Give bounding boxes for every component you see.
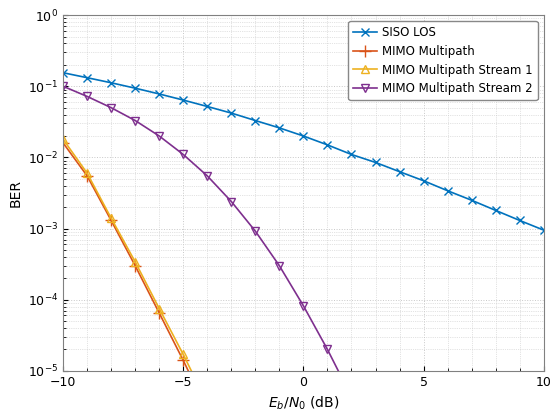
MIMO Multipath (204, 408, 211, 413)
MIMO Multipath Stream 2 (204, 173, 211, 178)
MIMO Multipath (156, 310, 162, 315)
SISO LOS (156, 92, 162, 97)
MIMO Multipath Stream 2 (108, 105, 114, 110)
MIMO Multipath Stream 2 (156, 134, 162, 139)
MIMO Multipath Stream 1 (132, 260, 138, 265)
SISO LOS (540, 228, 547, 233)
MIMO Multipath Stream 2 (84, 94, 91, 99)
MIMO Multipath (180, 358, 186, 363)
MIMO Multipath (60, 140, 67, 145)
MIMO Multipath Stream 1 (60, 137, 67, 142)
MIMO Multipath Stream 2 (180, 152, 186, 157)
MIMO Multipath Stream 2 (60, 84, 67, 89)
SISO LOS (300, 134, 307, 139)
Line: MIMO Multipath Stream 2: MIMO Multipath Stream 2 (59, 82, 500, 420)
Y-axis label: BER: BER (8, 179, 22, 207)
MIMO Multipath Stream 1 (156, 306, 162, 311)
MIMO Multipath (84, 173, 91, 178)
MIMO Multipath Stream 2 (228, 199, 235, 204)
MIMO Multipath Stream 2 (348, 394, 355, 399)
MIMO Multipath Stream 1 (180, 352, 186, 357)
SISO LOS (108, 80, 114, 85)
SISO LOS (60, 70, 67, 75)
MIMO Multipath Stream 2 (132, 118, 138, 123)
SISO LOS (420, 178, 427, 183)
MIMO Multipath (132, 263, 138, 268)
X-axis label: $E_b/N_0$ (dB): $E_b/N_0$ (dB) (268, 394, 339, 412)
Line: MIMO Multipath Stream 1: MIMO Multipath Stream 1 (59, 135, 236, 420)
SISO LOS (84, 75, 91, 80)
SISO LOS (132, 86, 138, 91)
MIMO Multipath Stream 1 (84, 171, 91, 176)
SISO LOS (204, 104, 211, 109)
SISO LOS (444, 188, 451, 193)
MIMO Multipath Stream 1 (108, 215, 114, 220)
MIMO Multipath Stream 2 (276, 263, 283, 268)
SISO LOS (468, 198, 475, 203)
SISO LOS (372, 160, 379, 165)
SISO LOS (492, 208, 499, 213)
SISO LOS (252, 118, 259, 123)
Line: SISO LOS: SISO LOS (59, 68, 548, 234)
SISO LOS (276, 126, 283, 131)
SISO LOS (396, 169, 403, 174)
Line: MIMO Multipath: MIMO Multipath (58, 137, 237, 420)
SISO LOS (348, 152, 355, 157)
MIMO Multipath Stream 2 (324, 347, 331, 352)
MIMO Multipath Stream 2 (300, 303, 307, 308)
SISO LOS (180, 97, 186, 102)
Legend: SISO LOS, MIMO Multipath, MIMO Multipath Stream 1, MIMO Multipath Stream 2: SISO LOS, MIMO Multipath, MIMO Multipath… (348, 21, 538, 100)
SISO LOS (324, 142, 331, 147)
SISO LOS (516, 218, 523, 223)
MIMO Multipath Stream 2 (252, 228, 259, 234)
MIMO Multipath (108, 218, 114, 223)
SISO LOS (228, 110, 235, 116)
MIMO Multipath Stream 1 (204, 401, 211, 406)
